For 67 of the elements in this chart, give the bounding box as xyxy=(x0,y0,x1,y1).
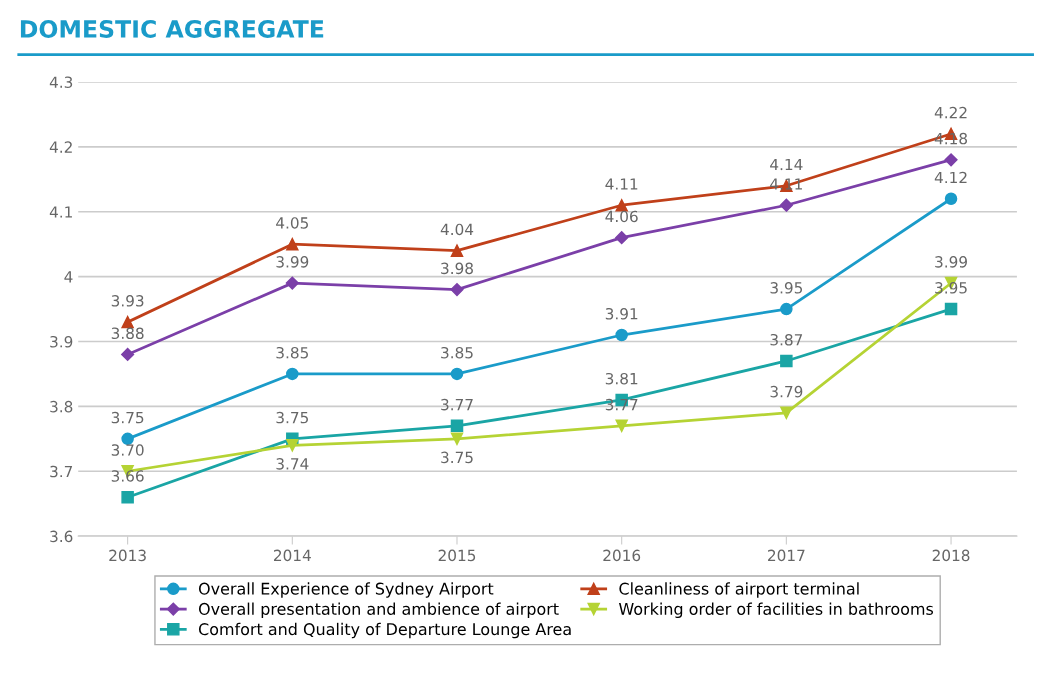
data-label: 3.93 xyxy=(111,295,144,307)
legend-label: Cleanliness of airport terminal xyxy=(619,582,859,598)
legend-label: Working order of facilities in bathrooms xyxy=(618,602,934,619)
point xyxy=(450,419,464,433)
point xyxy=(615,419,628,433)
data-label: 3.66 xyxy=(111,470,144,482)
data-label: 3.74 xyxy=(276,458,309,470)
data-label: 3.87 xyxy=(770,333,803,346)
data-label: 4.05 xyxy=(276,217,308,229)
point xyxy=(450,244,464,257)
y-tick-label: 4.3 xyxy=(49,76,73,88)
chart-title: DOMESTIC AGGREGATE xyxy=(20,20,324,38)
data-label: 3.85 xyxy=(441,346,473,359)
data-label: 3.99 xyxy=(276,256,309,268)
point xyxy=(285,276,299,290)
data-label: 3.98 xyxy=(441,262,473,275)
point xyxy=(450,283,464,297)
legend-label: Comfort and Quality of Departure Lounge Area xyxy=(198,622,571,639)
point xyxy=(944,153,958,167)
data-label: 3.75 xyxy=(111,411,144,424)
y-tick-label: 3.9 xyxy=(50,335,73,348)
point xyxy=(615,328,628,342)
point xyxy=(286,439,299,452)
point xyxy=(780,302,793,316)
data-label: 4.12 xyxy=(934,171,967,184)
y-tick-label: 3.7 xyxy=(50,465,73,478)
data-label: 3.70 xyxy=(111,444,144,456)
point xyxy=(779,198,793,212)
point xyxy=(450,367,464,381)
data-label: 3.81 xyxy=(605,372,638,385)
point xyxy=(286,237,299,251)
point xyxy=(450,432,464,446)
data-label: 3.91 xyxy=(605,308,638,320)
point xyxy=(121,347,135,362)
data-label: 3.79 xyxy=(770,385,803,398)
x-tick-label: 2013 xyxy=(109,549,146,562)
data-label: 4.11 xyxy=(605,178,638,190)
y-tick-label: 4.1 xyxy=(49,206,72,218)
y-tick-label: 3.8 xyxy=(50,400,73,413)
y-tick-label: 4 xyxy=(64,271,73,283)
x-tick-label: 2016 xyxy=(603,549,641,562)
x-tick-label: 2018 xyxy=(932,549,970,562)
legend-label: Overall Experience of Sydney Airport xyxy=(198,582,494,598)
x-tick-label: 2014 xyxy=(273,549,311,562)
x-tick-label: 2015 xyxy=(438,549,476,562)
point xyxy=(780,406,793,420)
point xyxy=(121,490,134,504)
data-label: 4.06 xyxy=(605,210,638,223)
data-label: 4.14 xyxy=(770,158,803,171)
point xyxy=(286,367,299,381)
point xyxy=(780,354,793,368)
y-tick-label: 3.6 xyxy=(50,530,73,543)
data-label: 4.22 xyxy=(934,106,967,119)
legend-label: Overall presentation and ambience of airport xyxy=(198,602,559,619)
x-tick-label: 2017 xyxy=(768,549,805,562)
data-label: 3.75 xyxy=(441,451,473,464)
point xyxy=(615,231,629,245)
data-label: 3.88 xyxy=(111,327,144,340)
data-label: 3.85 xyxy=(276,346,308,359)
data-label: 4.04 xyxy=(440,223,474,236)
data-label: 3.77 xyxy=(441,398,473,411)
data-label: 3.99 xyxy=(935,256,967,268)
y-tick-label: 4.2 xyxy=(49,141,72,153)
point xyxy=(944,302,958,316)
data-label: 3.95 xyxy=(770,282,803,294)
data-label: 3.75 xyxy=(276,411,308,424)
point xyxy=(944,192,958,206)
